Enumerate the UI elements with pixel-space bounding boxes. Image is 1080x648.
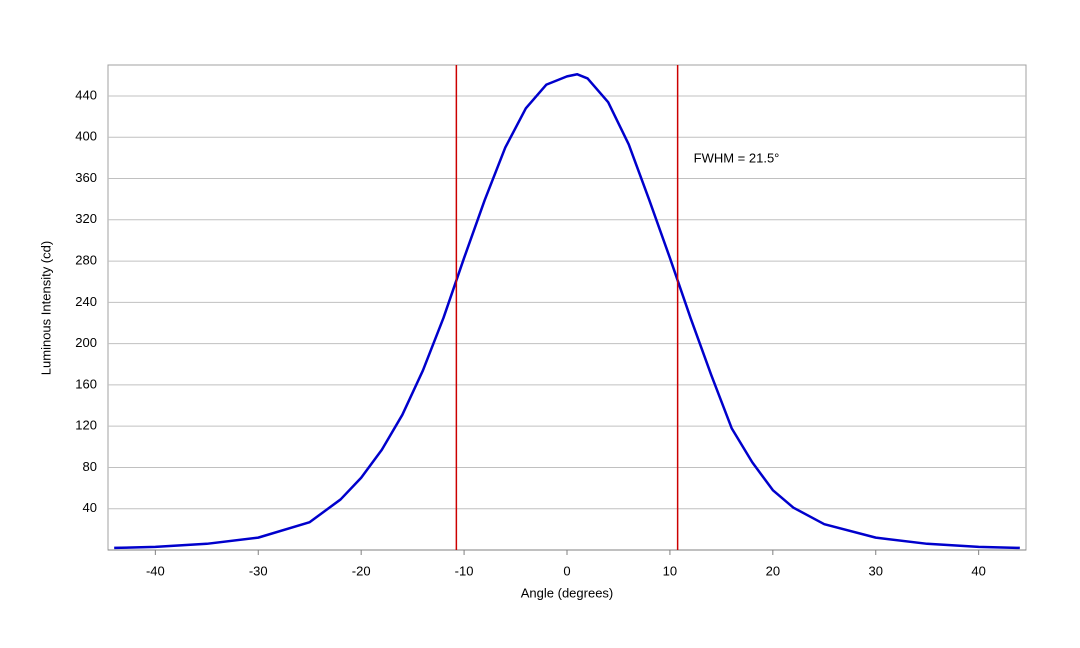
y-tick-label: 440 [75,87,97,102]
y-tick-label: 280 [75,253,97,268]
x-tick-label: 0 [563,563,570,578]
y-tick-label: 200 [75,335,97,350]
x-tick-label: -40 [146,563,165,578]
data-line [114,73,1020,550]
x-tick-label: 20 [766,563,780,578]
y-tick-label: 400 [75,129,97,144]
x-tick-label: -20 [352,563,371,578]
x-axis-label: Angle (degrees) [521,585,614,600]
y-tick-label: 320 [75,211,97,226]
annotation: FWHM = 21.5° [694,150,780,165]
x-tick-label: 40 [971,563,985,578]
x-tick-label: -10 [455,563,474,578]
x-tick-label: -30 [249,563,268,578]
y-tick-label: 40 [83,500,97,515]
x-tick-label: 10 [663,563,677,578]
y-tick-label: 120 [75,418,97,433]
y-axis-label: Luminous Intensity (cd) [38,241,53,375]
y-tick-label: 360 [75,170,97,185]
y-tick-label: 160 [75,376,97,391]
y-tick-label: 240 [75,294,97,309]
y-tick-label: 80 [83,459,97,474]
x-tick-label: 30 [869,563,883,578]
plot-area [107,64,1027,551]
